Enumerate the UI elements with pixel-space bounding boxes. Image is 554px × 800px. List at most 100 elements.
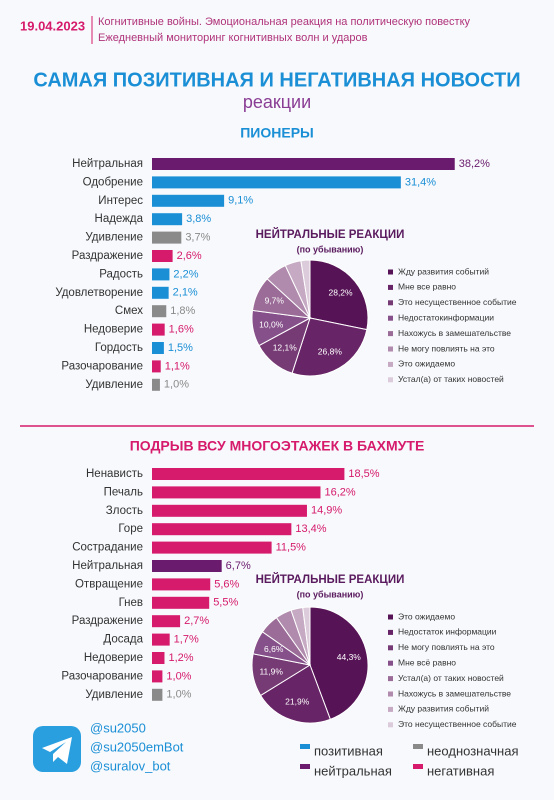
slice-label: 11,9%	[259, 666, 283, 676]
category-label: Разочарование	[61, 360, 143, 372]
legend-label: Жду развития событий	[398, 704, 489, 714]
category-label: Интерес	[98, 195, 143, 207]
bar	[152, 213, 183, 226]
bar	[152, 305, 167, 318]
category-label: Одобрение	[83, 176, 143, 188]
legend-swatch	[388, 614, 393, 620]
bar	[152, 194, 225, 207]
category-label: Ненависть	[86, 468, 143, 480]
header-line: Ежедневный мониторинг когнитивных волн и…	[98, 32, 368, 44]
chart-subtitle: (по убыванию)	[297, 589, 364, 599]
legend-swatch	[388, 645, 393, 651]
category-label: Недоверие	[84, 324, 143, 336]
category-label: Горе	[118, 523, 143, 535]
legend-swatch	[388, 722, 393, 728]
legend-swatch	[413, 764, 423, 769]
legend-swatch	[388, 691, 393, 697]
bar	[152, 596, 210, 609]
value-label: 1,0%	[166, 689, 191, 701]
value-label: 2,1%	[173, 287, 198, 299]
pie-slice	[309, 606, 369, 720]
category-label: Удивление	[85, 379, 143, 391]
value-label: 3,8%	[186, 213, 211, 225]
legend-swatch	[388, 269, 393, 275]
bar	[152, 504, 307, 517]
value-label: 5,6%	[214, 578, 239, 590]
bar	[152, 378, 160, 391]
bar	[152, 286, 169, 299]
bar	[152, 231, 182, 244]
legend-swatch	[388, 660, 393, 666]
title: САМАЯ ПОЗИТИВНАЯ И НЕГАТИВНАЯ НОВОСТИ	[33, 69, 520, 91]
value-label: 5,5%	[213, 597, 238, 609]
value-label: 1,1%	[165, 360, 190, 372]
category-label: Удивление	[85, 689, 143, 701]
value-label: 14,9%	[311, 505, 342, 517]
value-label: 13,4%	[295, 523, 326, 535]
legend-label: Не могу повлиять на это	[398, 343, 495, 353]
legend-swatch	[388, 300, 393, 306]
slice-label: 10,0%	[259, 319, 284, 329]
slice-label: 12,1%	[273, 343, 298, 353]
subtitle: реакции	[243, 92, 311, 112]
telegram-icon	[33, 726, 81, 772]
value-label: 31,4%	[405, 176, 436, 188]
date: 19.04.2023	[20, 18, 85, 33]
legend-label: Это несущественное событие	[398, 719, 517, 729]
value-label: 38,2%	[459, 158, 490, 170]
bar	[152, 670, 163, 683]
account: @su2050	[90, 720, 146, 735]
category-label: Гнев	[119, 597, 143, 609]
value-label: 16,2%	[324, 486, 355, 498]
chart-title: ПОДРЫВ ВСУ МНОГОЭТАЖЕК В БАХМУТЕ	[130, 438, 425, 454]
legend-label: Нахожусь в замешательстве	[398, 328, 511, 338]
legend-label: негативная	[427, 763, 494, 778]
bar	[152, 468, 345, 480]
slice-label: 9,7%	[265, 296, 285, 306]
category-label: Раздражение	[72, 615, 143, 627]
value-label: 9,1%	[228, 195, 253, 207]
legend-swatch	[300, 744, 310, 749]
bar	[152, 541, 272, 554]
legend-label: Мне все равно	[398, 282, 456, 292]
bar	[152, 578, 211, 591]
legend-label: Это ожидаемо	[398, 611, 455, 621]
legend-label: Устал(а) от таких новостей	[398, 374, 504, 384]
value-label: 1,0%	[166, 670, 191, 682]
slice-label: 6,6%	[264, 644, 284, 654]
category-label: Удивление	[85, 232, 143, 244]
bar	[152, 652, 165, 664]
value-label: 2,6%	[177, 250, 202, 262]
chart-title: НЕЙТРАЛЬНЫЕ РЕАКЦИИ	[256, 228, 405, 241]
value-label: 1,6%	[169, 324, 194, 336]
header-line: Когнитивные войны. Эмоциональная реакция…	[98, 16, 471, 28]
category-label: Нейтральная	[72, 158, 143, 170]
account: @su2050emBot	[90, 739, 184, 754]
value-label: 3,7%	[185, 232, 210, 244]
legend-swatch	[388, 629, 393, 635]
legend-label: Недостаток информации	[398, 627, 497, 637]
legend-swatch	[388, 284, 393, 290]
bar	[152, 342, 164, 354]
value-label: 1,0%	[164, 379, 189, 391]
legend-label: Недостатокинформации	[398, 312, 494, 322]
category-label: Нейтральная	[72, 560, 143, 572]
legend-label: Устал(а) от таких новостей	[398, 673, 504, 683]
value-label: 18,5%	[348, 468, 379, 480]
category-label: Разочарование	[61, 670, 143, 682]
pie-slice	[300, 259, 311, 319]
category-label: Сострадание	[72, 542, 143, 554]
bar	[152, 560, 222, 572]
account: @suralov_bot	[90, 758, 171, 773]
chart-title: НЕЙТРАЛЬНЫЕ РЕАКЦИИ	[256, 573, 405, 586]
slice-label: 26,8%	[318, 346, 343, 356]
legend-label: Это ожидаемо	[398, 359, 455, 369]
legend-label: Жду развития событий	[398, 266, 489, 276]
bar	[152, 158, 455, 170]
value-label: 11,5%	[276, 542, 307, 554]
legend-swatch	[388, 377, 393, 383]
category-label: Смех	[115, 305, 143, 317]
legend-label: позитивная	[314, 743, 383, 758]
pie-slice	[259, 664, 331, 724]
bar	[152, 250, 173, 262]
